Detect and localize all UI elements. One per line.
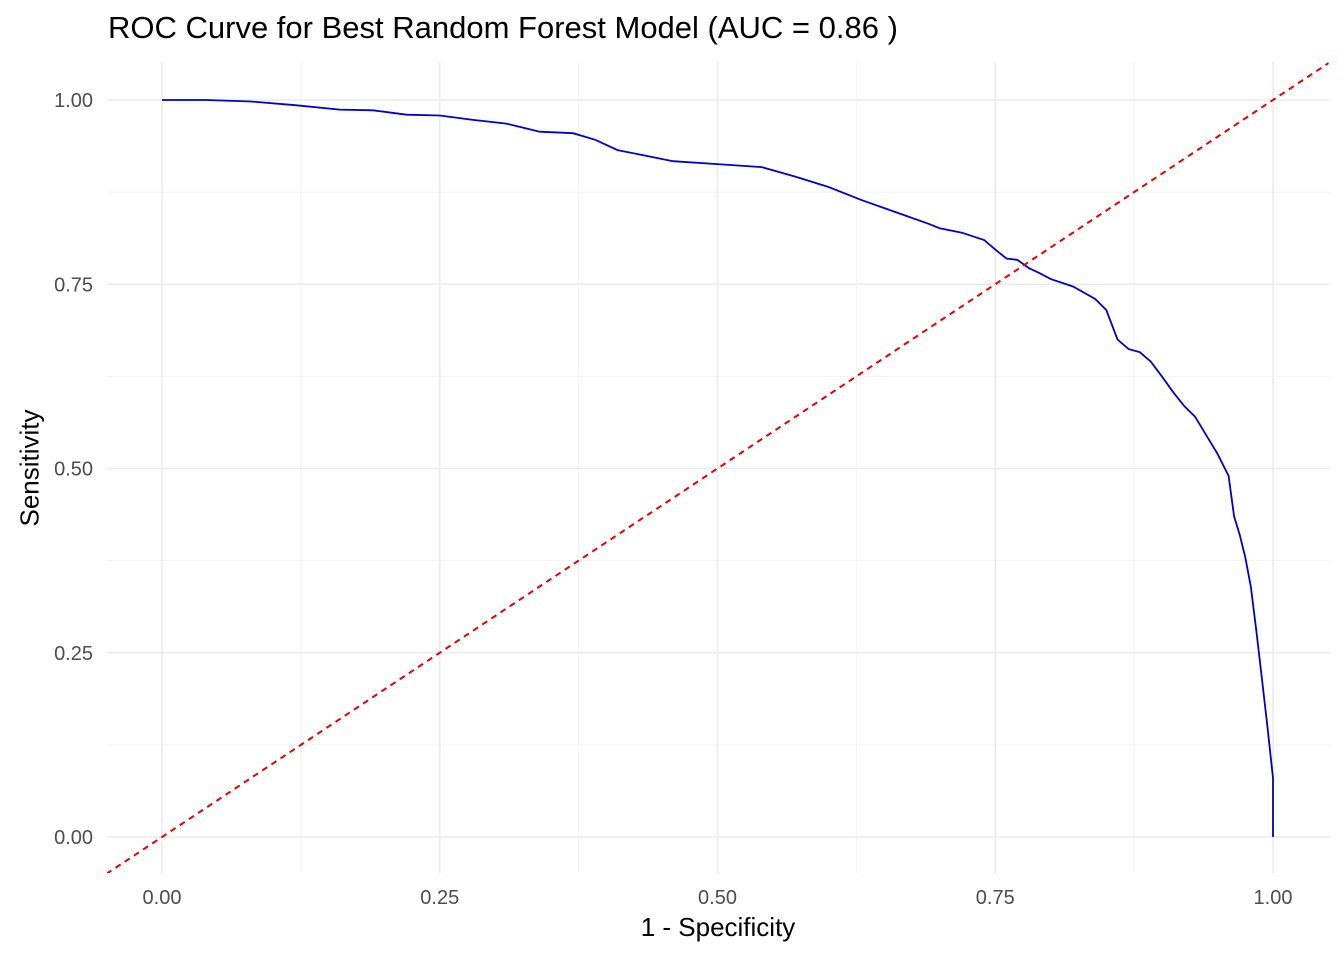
x-tick-label: 0.50: [698, 887, 737, 909]
y-tick-label: 0.25: [54, 643, 93, 665]
y-axis-label: Sensitivity: [14, 409, 45, 527]
x-tick-label: 0.75: [976, 887, 1015, 909]
y-tick-label: 0.75: [54, 274, 93, 296]
roc-curve-line: [162, 99, 1274, 837]
y-tick-label: 0.50: [54, 459, 93, 481]
x-tick-label: 0.00: [143, 887, 182, 909]
x-tick-label: 1.00: [1254, 887, 1293, 909]
x-tick-label: 0.25: [420, 887, 459, 909]
y-tick-label: 0.00: [54, 827, 93, 849]
y-tick-label: 1.00: [54, 90, 93, 112]
chart-title: ROC Curve for Best Random Forest Model (…: [108, 10, 898, 45]
reference-diagonal-line: [107, 62, 1330, 873]
x-axis-label: 1 - Specificity: [640, 912, 796, 942]
